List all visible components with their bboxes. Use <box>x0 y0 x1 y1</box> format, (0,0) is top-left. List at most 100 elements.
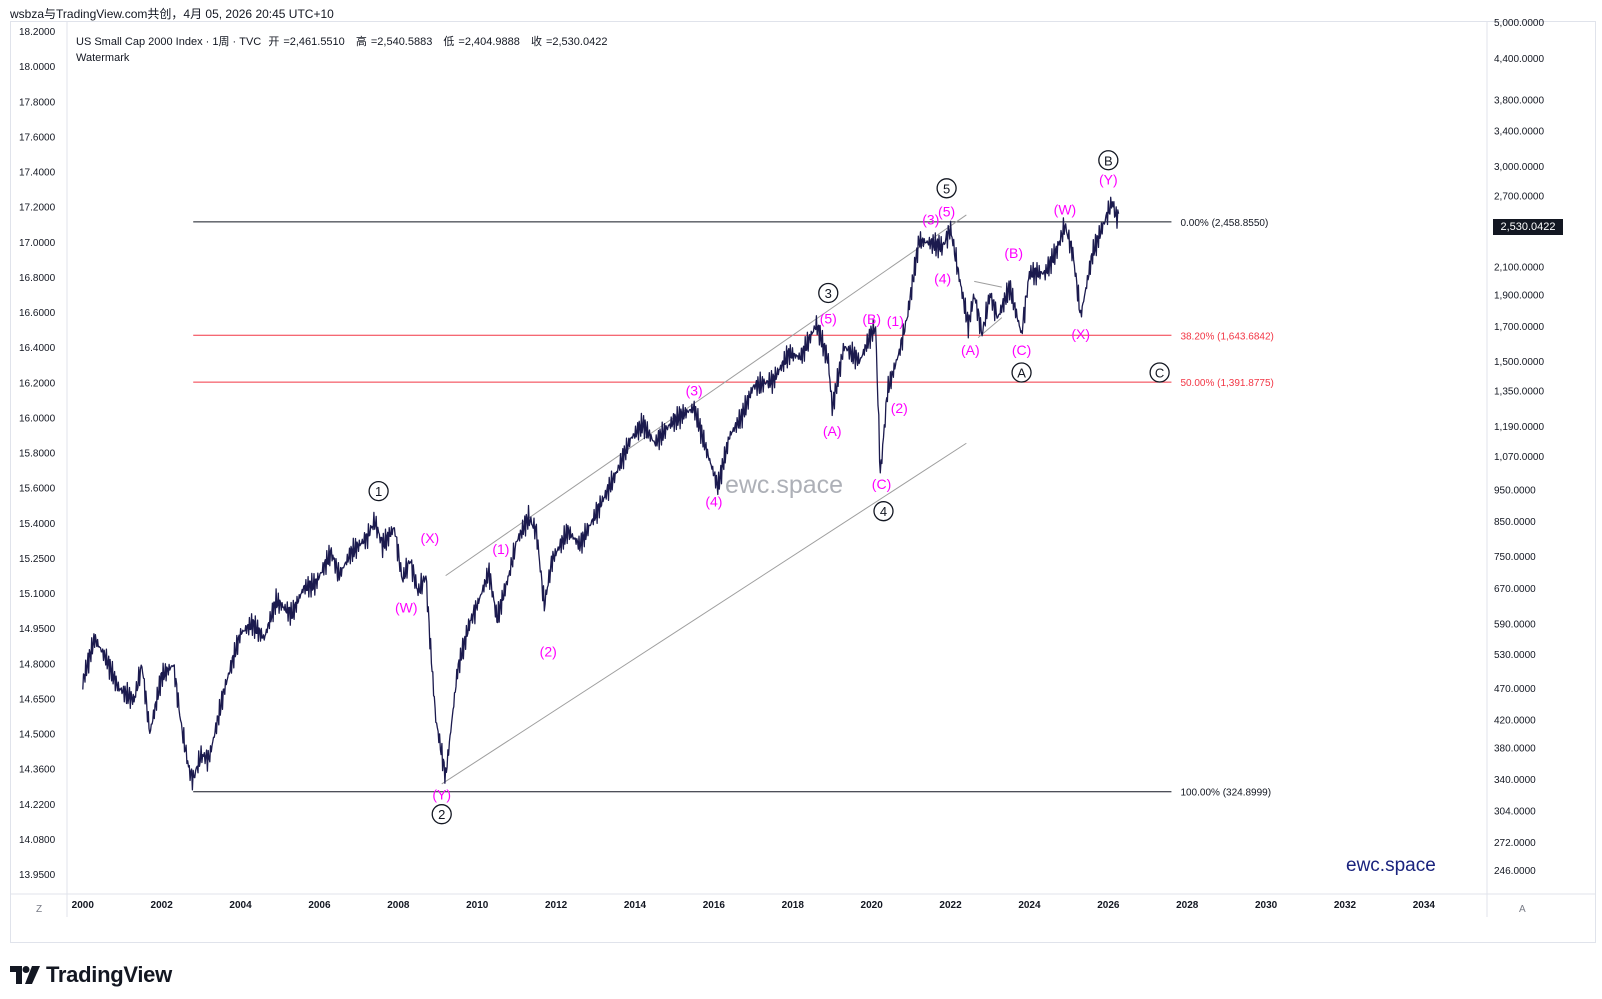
wave-label-circled-2[interactable]: 2 <box>431 804 452 825</box>
legend-low-label: 低 <box>443 36 455 48</box>
wave-label-circled-A[interactable]: A <box>1011 362 1032 383</box>
corner-watermark: ewc.space <box>1346 855 1436 876</box>
wave-label[interactable]: (Y) <box>432 786 451 802</box>
right-tick-label: 3,400.0000 <box>1494 127 1544 138</box>
x-tick-label: 2018 <box>782 900 805 911</box>
wave-label-circled-B[interactable]: B <box>1098 150 1119 171</box>
wave-label[interactable]: (4) <box>934 271 951 287</box>
wave-label[interactable]: (B) <box>1004 245 1023 261</box>
wave-label-text: 3 <box>825 286 832 301</box>
legend-low: =2,404.9888 <box>458 36 520 48</box>
wave-label[interactable]: (4) <box>705 494 722 510</box>
right-tick-label: 340.0000 <box>1494 775 1536 786</box>
wave-label[interactable]: (C) <box>1012 342 1031 358</box>
tradingview-brand[interactable]: TradingView <box>46 962 172 987</box>
channel-upper-line <box>445 214 967 577</box>
wave-label[interactable]: (X) <box>421 530 440 546</box>
wave-label-text: B <box>1104 153 1113 168</box>
wave-label[interactable]: (C) <box>872 476 891 492</box>
wave-label-circle <box>818 282 839 304</box>
left-tick-label: 16.4000 <box>19 343 56 354</box>
wave-label-circled-3[interactable]: 3 <box>818 282 839 304</box>
triangle-upper-line <box>974 280 1002 288</box>
x-tick-label: 2000 <box>72 900 95 911</box>
right-tick-label: 3,000.0000 <box>1494 162 1544 173</box>
wave-label-circle <box>1149 362 1170 383</box>
right-tick-label: 1,350.0000 <box>1494 387 1544 398</box>
wave-label-text: 5 <box>943 181 950 196</box>
wave-label-text: 2 <box>438 807 445 822</box>
log-scale-toggle-left[interactable]: Z <box>36 904 43 915</box>
left-tick-label: 15.4000 <box>19 519 56 530</box>
horizontal-lines-layer: 0.00% (2,458.8550) 38.20% (1,643.6842) 50.… <box>193 218 1274 799</box>
wave-label[interactable]: (5) <box>938 204 955 220</box>
right-tick-label: 530.0000 <box>1494 650 1536 661</box>
x-tick-label: 2022 <box>939 900 962 911</box>
wave-label-circle <box>936 178 957 199</box>
wave-label-circled-1[interactable]: 1 <box>368 480 389 502</box>
right-tick-label: 850.0000 <box>1494 517 1536 528</box>
left-tick-label: 17.0000 <box>19 238 56 249</box>
wave-label-circle <box>1011 362 1032 383</box>
legend-close: =2,530.0422 <box>545 36 608 48</box>
wave-label[interactable]: (5) <box>820 310 837 326</box>
x-tick-label: 2004 <box>229 900 252 911</box>
right-tick-label: 950.0000 <box>1494 486 1536 497</box>
left-tick-label: 14.9500 <box>19 624 56 635</box>
price-series-layer <box>82 196 1120 791</box>
wave-label[interactable]: (2) <box>891 400 908 416</box>
wave-label[interactable]: (W) <box>1054 201 1077 217</box>
right-tick-label: 3,800.0000 <box>1494 95 1544 106</box>
wave-label[interactable]: (3) <box>686 383 703 399</box>
tradingview-logo-icon[interactable] <box>10 966 40 984</box>
axes-layer: 2000 2002 2004 2006 2008 2010 2012 2014 2016 2018… <box>10 18 1596 917</box>
wave-label[interactable]: (A) <box>823 423 842 439</box>
left-tick-label: 16.8000 <box>19 273 56 284</box>
left-tick-label: 15.2500 <box>19 554 56 565</box>
right-tick-label: 670.0000 <box>1494 584 1536 595</box>
right-tick-label: 380.0000 <box>1494 744 1536 755</box>
wave-label[interactable]: (1) <box>887 313 904 329</box>
right-tick-label: 420.0000 <box>1494 715 1536 726</box>
wave-label-circled-4[interactable]: 4 <box>873 501 894 522</box>
legend-high: =2,540.5883 <box>370 36 433 48</box>
wave-label-circle <box>431 804 452 825</box>
wave-label-circled-C[interactable]: C <box>1149 362 1170 383</box>
right-tick-label: 750.0000 <box>1494 552 1536 563</box>
x-tick-label: 2010 <box>466 900 489 911</box>
wave-label[interactable]: (X) <box>1071 326 1090 342</box>
wave-label-text: 1 <box>375 484 382 499</box>
left-tick-label: 17.8000 <box>19 97 56 108</box>
left-tick-label: 14.3600 <box>19 765 56 776</box>
left-tick-label: 18.0000 <box>19 62 56 73</box>
left-tick-label: 17.4000 <box>19 168 56 179</box>
chart-frame[interactable] <box>10 21 1596 943</box>
chart-legend: US Small Cap 2000 Index · 1周 · TVC 开 =2,4… <box>76 34 615 66</box>
wave-label[interactable]: (1) <box>492 541 509 557</box>
left-tick-label: 14.0800 <box>19 835 56 846</box>
wave-label-circled-5[interactable]: 5 <box>936 178 957 199</box>
center-watermark: ewc.space <box>725 471 843 499</box>
legend-watermark[interactable]: Watermark <box>76 52 130 64</box>
auto-scale-toggle[interactable]: A <box>1519 904 1526 915</box>
x-tick-label: 2020 <box>861 900 884 911</box>
wave-label[interactable]: (A) <box>961 342 980 358</box>
legend-symbol[interactable]: US Small Cap 2000 Index · 1周 · TVC <box>76 36 262 48</box>
wave-label[interactable]: (Y) <box>1099 171 1118 187</box>
left-tick-label: 14.6500 <box>19 694 56 705</box>
wave-label[interactable]: (B) <box>862 311 881 327</box>
left-tick-label: 16.2000 <box>19 378 56 389</box>
footer: TradingView <box>10 958 172 992</box>
price-series-line <box>82 196 1120 791</box>
wave-label[interactable]: (W) <box>395 600 418 616</box>
left-tick-label: 16.0000 <box>19 413 56 424</box>
right-tick-label: 272.0000 <box>1494 838 1536 849</box>
wave-label[interactable]: (3) <box>922 211 939 227</box>
legend-open-label: 开 <box>268 36 280 48</box>
x-tick-label: 2016 <box>703 900 726 911</box>
x-tick-label: 2006 <box>308 900 331 911</box>
wave-label[interactable]: (2) <box>540 643 557 659</box>
x-tick-label: 2008 <box>387 900 410 911</box>
left-tick-label: 18.2000 <box>19 27 56 38</box>
